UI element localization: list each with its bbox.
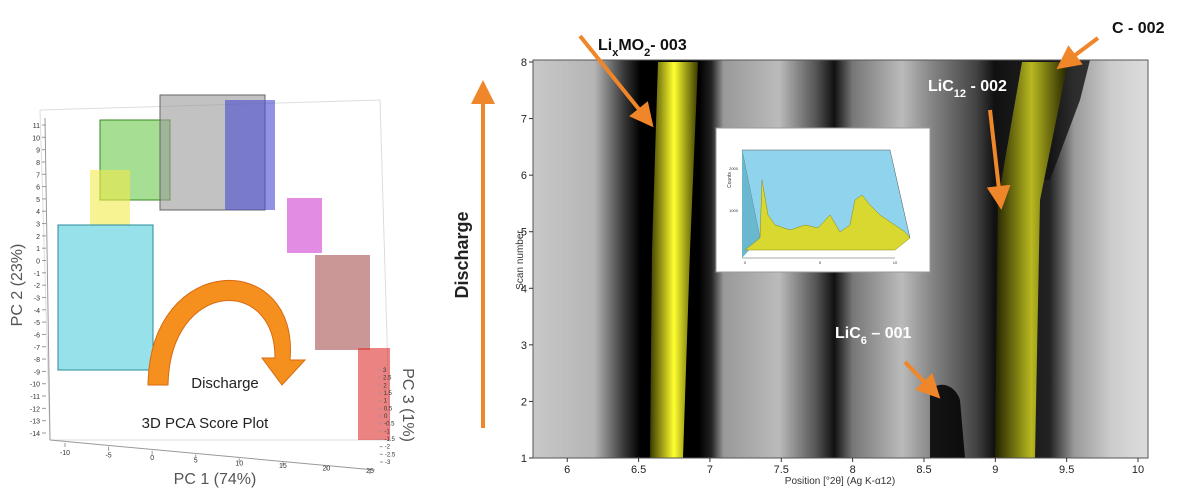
y-tick-label: 3: [36, 222, 40, 229]
y-tick-label: -10: [30, 382, 40, 389]
annotation-part: - 002: [966, 78, 1007, 95]
y-tick-label: 10: [32, 135, 40, 142]
z-tick-label: -2: [385, 445, 391, 451]
y-tick-label: 6: [521, 170, 527, 182]
y-tick-label: 2: [36, 234, 40, 241]
y-tick-label: 5: [521, 227, 527, 239]
annotation-part: C - 002: [1112, 20, 1165, 37]
curve-arrow-label: Discharge: [191, 375, 259, 392]
inset-y-tick-label: 2000: [729, 166, 739, 171]
y-tick-label: 7: [36, 172, 40, 179]
x-tick-label: 6: [564, 464, 570, 476]
y-tick-label: 4: [521, 283, 527, 295]
x-tick-label: 9: [992, 464, 998, 476]
figure: Discharge 3D PCA Score Plot PC 1 (74%) P…: [0, 0, 1183, 489]
x-tick-label: 8.5: [916, 464, 931, 476]
y-tick-label: 1: [521, 453, 527, 465]
x-axis-label: PC 1 (74%): [174, 471, 257, 488]
z-tick-label: -2.5: [385, 452, 396, 458]
z-tick-label: -3: [385, 460, 391, 466]
annotation-part: Li: [598, 37, 612, 54]
y-tick-label: -2: [34, 283, 40, 290]
chart-title: 3D PCA Score Plot: [142, 415, 270, 432]
x-tick-label: 7.5: [774, 464, 789, 476]
x-tick-label: 0: [150, 455, 154, 462]
y-tick-label: 6: [36, 185, 40, 192]
y-tick-label: -14: [30, 431, 40, 438]
x-axis-label: Position [°2θ] (Ag K-α12): [785, 476, 895, 487]
annotation-part: - 003: [650, 37, 687, 54]
x-tick-label: 6.5: [631, 464, 646, 476]
y-tick-label: 8: [521, 57, 527, 69]
annotation: C - 002: [1112, 20, 1165, 37]
y-tick-label: -6: [34, 332, 40, 339]
x-tick-label: 10: [1132, 464, 1144, 476]
y-tick-label: -9: [34, 369, 40, 376]
y-tick-label: -7: [34, 345, 40, 352]
y-tick-label: -1: [34, 271, 40, 278]
x-tick-label: -10: [60, 450, 70, 457]
annotation-part: LiC: [835, 325, 861, 342]
annotation-part: 12: [954, 88, 966, 100]
inset-y-label: Counts: [727, 172, 733, 188]
x-tick-label: -5: [105, 453, 111, 460]
y-tick-label: -4: [34, 308, 40, 315]
z-tick-label: -1.5: [385, 437, 396, 443]
y-tick-label: 5: [36, 197, 40, 204]
y-tick-label: -5: [34, 320, 40, 327]
inset: [716, 128, 930, 272]
x-tick-label: 5: [194, 458, 198, 465]
y-tick-label: 0: [36, 259, 40, 266]
y-tick-label: 9: [36, 148, 40, 155]
y-tick-label: -11: [30, 394, 40, 401]
y-tick-label: 2: [521, 396, 527, 408]
annotation-part: – 001: [867, 325, 912, 342]
annotation-part: MO: [618, 37, 644, 54]
x-tick-label: 8: [850, 464, 856, 476]
y-axis-label: PC 2 (23%): [9, 244, 26, 327]
y-tick-label: 3: [521, 340, 527, 352]
z-axis-label: PC 3 (1%): [399, 368, 416, 442]
y-tick-label: 4: [36, 209, 40, 216]
annotation: LixMO2- 003: [598, 37, 687, 59]
inset-y-tick-label: 1000: [729, 208, 739, 213]
z-tick-label: -1: [384, 429, 390, 435]
z-tick-label: 2.5: [383, 376, 392, 382]
y-tick-label: 8: [36, 160, 40, 167]
x-tick-label: 9.5: [1059, 464, 1074, 476]
y-tick-label: -8: [34, 357, 40, 364]
y-tick-label: 11: [33, 123, 40, 130]
y-tick-label: 1: [36, 246, 40, 253]
y-tick-label: -3: [34, 295, 40, 302]
annotation-part: LiC: [928, 78, 954, 95]
z-tick-label: -0.5: [384, 422, 395, 428]
z-tick-label: 0.5: [384, 406, 393, 412]
z-tick-label: 1.5: [384, 391, 393, 397]
y-tick-label: -13: [30, 419, 40, 426]
inset-x-tick-label: 10: [893, 260, 898, 265]
arrow-label: Discharge: [452, 211, 472, 298]
y-tick-label: 7: [521, 114, 527, 126]
pca-boxes: [40, 95, 390, 470]
x-tick-label: 7: [707, 464, 713, 476]
y-tick-label: -12: [30, 406, 40, 413]
